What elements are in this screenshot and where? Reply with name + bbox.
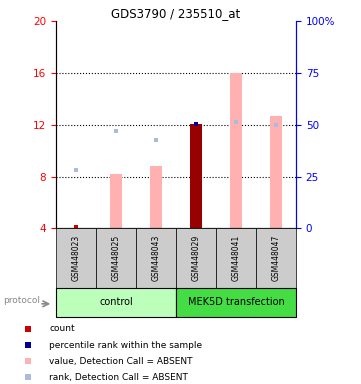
Text: MEK5D transfection: MEK5D transfection xyxy=(188,297,284,308)
Text: GSM448043: GSM448043 xyxy=(152,235,161,281)
Text: GSM448047: GSM448047 xyxy=(271,235,280,281)
Text: GSM448041: GSM448041 xyxy=(231,235,240,281)
Text: GSM448023: GSM448023 xyxy=(71,235,81,281)
Bar xyxy=(230,73,242,228)
Text: rank, Detection Call = ABSENT: rank, Detection Call = ABSENT xyxy=(49,373,188,382)
Bar xyxy=(56,228,96,288)
Text: percentile rank within the sample: percentile rank within the sample xyxy=(49,341,203,349)
Bar xyxy=(176,288,296,317)
Bar xyxy=(190,124,201,228)
Bar xyxy=(136,228,176,288)
Bar xyxy=(256,228,296,288)
Bar xyxy=(176,228,216,288)
Bar xyxy=(96,228,136,288)
Title: GDS3790 / 235510_at: GDS3790 / 235510_at xyxy=(111,7,241,20)
Text: GSM448029: GSM448029 xyxy=(191,235,200,281)
Bar xyxy=(216,228,256,288)
Text: protocol: protocol xyxy=(3,296,40,305)
Bar xyxy=(151,166,162,228)
Text: count: count xyxy=(49,324,75,333)
Text: GSM448025: GSM448025 xyxy=(112,235,121,281)
Bar xyxy=(56,288,176,317)
Bar xyxy=(270,116,282,228)
Text: control: control xyxy=(99,297,133,308)
Text: value, Detection Call = ABSENT: value, Detection Call = ABSENT xyxy=(49,357,193,366)
Bar xyxy=(110,174,122,228)
